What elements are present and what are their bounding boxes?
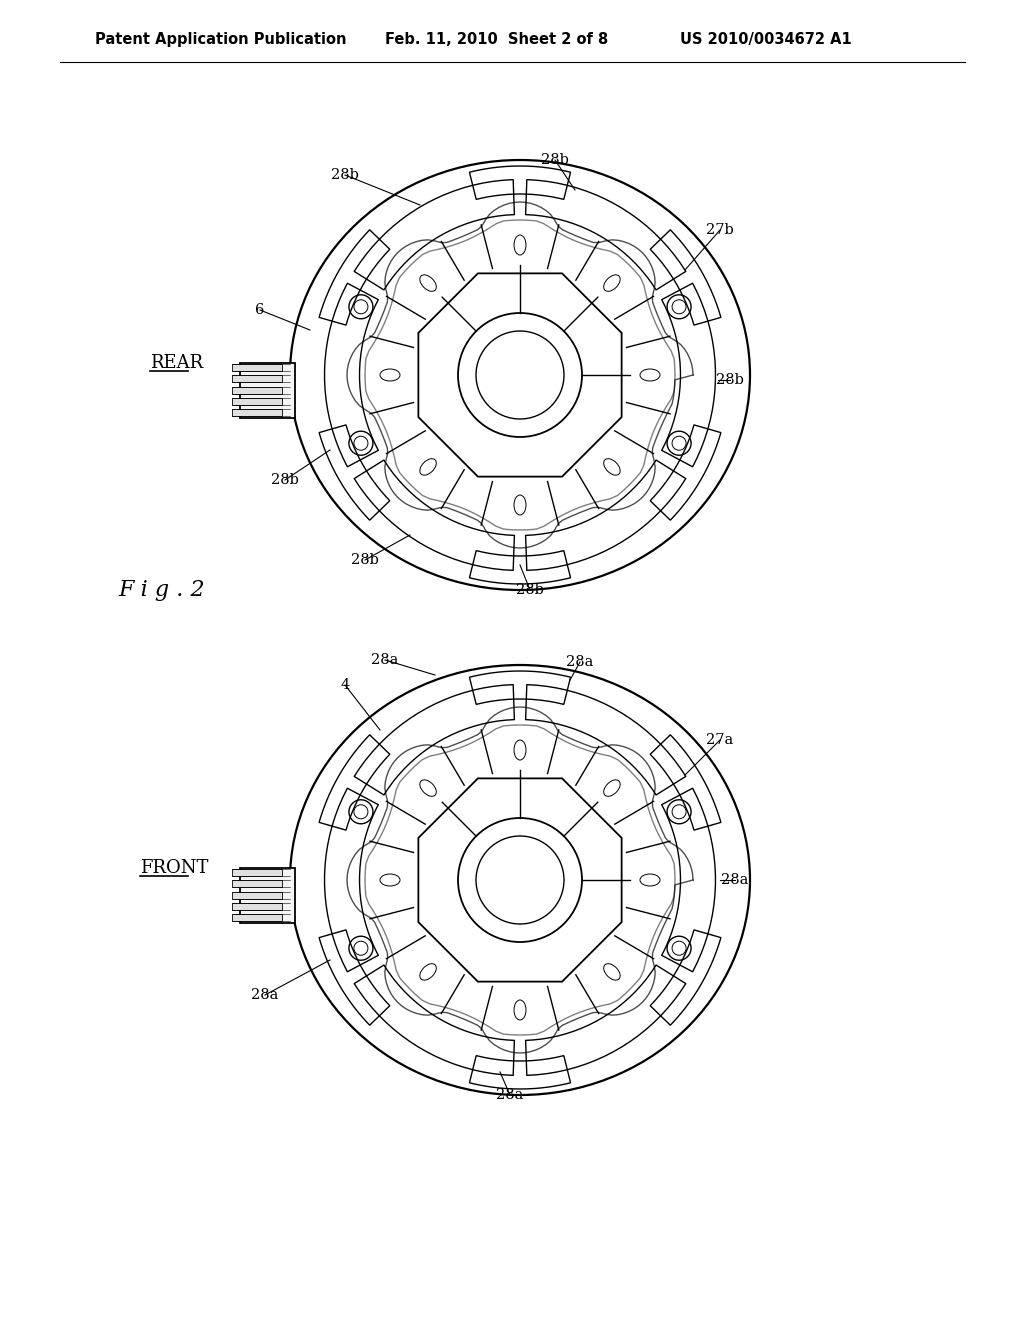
Bar [240, 363, 295, 417]
Bar [232, 913, 282, 921]
Bar [240, 867, 295, 923]
Text: 6: 6 [255, 304, 264, 317]
Text: 28a: 28a [497, 1088, 523, 1102]
Text: 28b: 28b [331, 168, 359, 182]
Bar [232, 869, 282, 876]
Text: 28b: 28b [271, 473, 299, 487]
Text: 28b: 28b [541, 153, 569, 168]
Bar [232, 891, 282, 899]
Bar [232, 364, 282, 371]
Text: 28a: 28a [721, 873, 749, 887]
Text: FRONT: FRONT [140, 859, 208, 876]
Text: F i g . 2: F i g . 2 [118, 579, 205, 601]
Bar [232, 903, 282, 909]
Bar [232, 409, 282, 416]
Text: 28b: 28b [716, 374, 744, 387]
Text: Patent Application Publication: Patent Application Publication [95, 32, 346, 48]
Text: 28a: 28a [372, 653, 398, 667]
Text: Feb. 11, 2010  Sheet 2 of 8: Feb. 11, 2010 Sheet 2 of 8 [385, 32, 608, 48]
Bar [232, 397, 282, 405]
Text: 28a: 28a [566, 655, 594, 669]
Text: 28b: 28b [516, 583, 544, 597]
Text: 4: 4 [340, 678, 349, 692]
Text: 28b: 28b [351, 553, 379, 568]
Text: 28a: 28a [251, 987, 279, 1002]
Text: US 2010/0034672 A1: US 2010/0034672 A1 [680, 32, 852, 48]
Text: REAR: REAR [150, 354, 203, 372]
Text: 27b: 27b [707, 223, 734, 238]
Bar [232, 375, 282, 383]
Text: 27a: 27a [707, 733, 733, 747]
Bar [232, 880, 282, 887]
Bar [232, 387, 282, 393]
